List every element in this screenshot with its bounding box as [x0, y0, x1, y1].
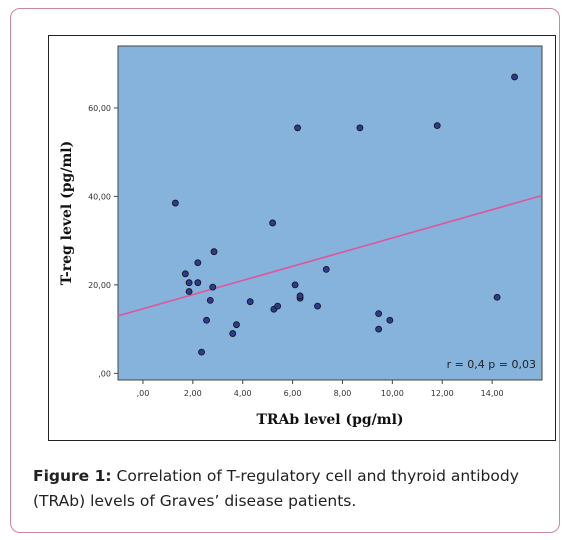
data-point [269, 219, 277, 227]
x-tick-label: 4,00 [234, 389, 252, 398]
data-point [185, 279, 193, 287]
data-point [185, 288, 193, 295]
x-tick-label: 2,00 [184, 389, 202, 398]
y-tick-label: ,00 [98, 369, 111, 378]
data-point [375, 325, 383, 333]
data-point [203, 316, 210, 324]
figure-caption: Figure 1: Correlation of T-regulatory ce… [33, 464, 563, 514]
data-point [171, 199, 179, 207]
x-tick-label: 12,00 [431, 389, 454, 398]
correlation-annotation: r = 0,4 p = 0,03 [447, 358, 536, 371]
y-tick-label: 60,00 [88, 104, 111, 113]
figure-label: Figure 1: [33, 467, 112, 485]
y-axis-ticks: ,00 20,00 40,00 60,00 [88, 104, 118, 378]
data-point [356, 124, 364, 132]
data-point [291, 281, 299, 289]
data-point [229, 330, 237, 337]
data-point [433, 122, 441, 130]
x-tick-label: 6,00 [284, 389, 302, 398]
x-tick-label: 14,00 [481, 389, 504, 398]
data-point [209, 283, 217, 291]
data-point [194, 259, 202, 267]
data-point [296, 292, 304, 300]
data-point [375, 310, 383, 318]
x-axis-ticks: ,00 2,00 4,00 6,00 8,00 10,00 12,00 14,00 [137, 380, 504, 398]
data-point [493, 293, 501, 301]
data-point [194, 279, 202, 287]
data-point [206, 296, 214, 304]
y-axis-title: T-reg level (pg/ml) [59, 141, 75, 285]
figure-frame: ,00 20,00 40,00 60,00 ,00 2,00 4,00 6,00 8,00 10… [10, 8, 560, 533]
data-point [198, 348, 205, 356]
data-point [181, 270, 189, 278]
x-tick-label: ,00 [137, 389, 150, 398]
y-tick-label: 40,00 [88, 192, 111, 201]
data-point [322, 266, 330, 273]
scatter-chart: ,00 20,00 40,00 60,00 ,00 2,00 4,00 6,00 8,00 10… [59, 45, 543, 428]
data-point [386, 316, 394, 324]
data-point [246, 298, 254, 306]
data-point [314, 302, 321, 310]
x-tick-label: 8,00 [334, 389, 352, 398]
data-point [511, 73, 518, 81]
data-point [294, 124, 301, 132]
y-tick-label: 20,00 [88, 281, 111, 290]
chart-container: ,00 20,00 40,00 60,00 ,00 2,00 4,00 6,00 8,00 10… [48, 35, 556, 441]
x-tick-label: 10,00 [381, 389, 404, 398]
data-point [233, 321, 240, 329]
plot-area [117, 45, 543, 381]
data-point [210, 248, 218, 256]
data-point [274, 302, 282, 310]
figure-caption-text: Correlation of T-regulatory cell and thy… [33, 467, 519, 510]
data-points [171, 73, 518, 356]
x-axis-title: TRAb level (pg/ml) [256, 412, 403, 428]
fit-line [117, 194, 543, 317]
